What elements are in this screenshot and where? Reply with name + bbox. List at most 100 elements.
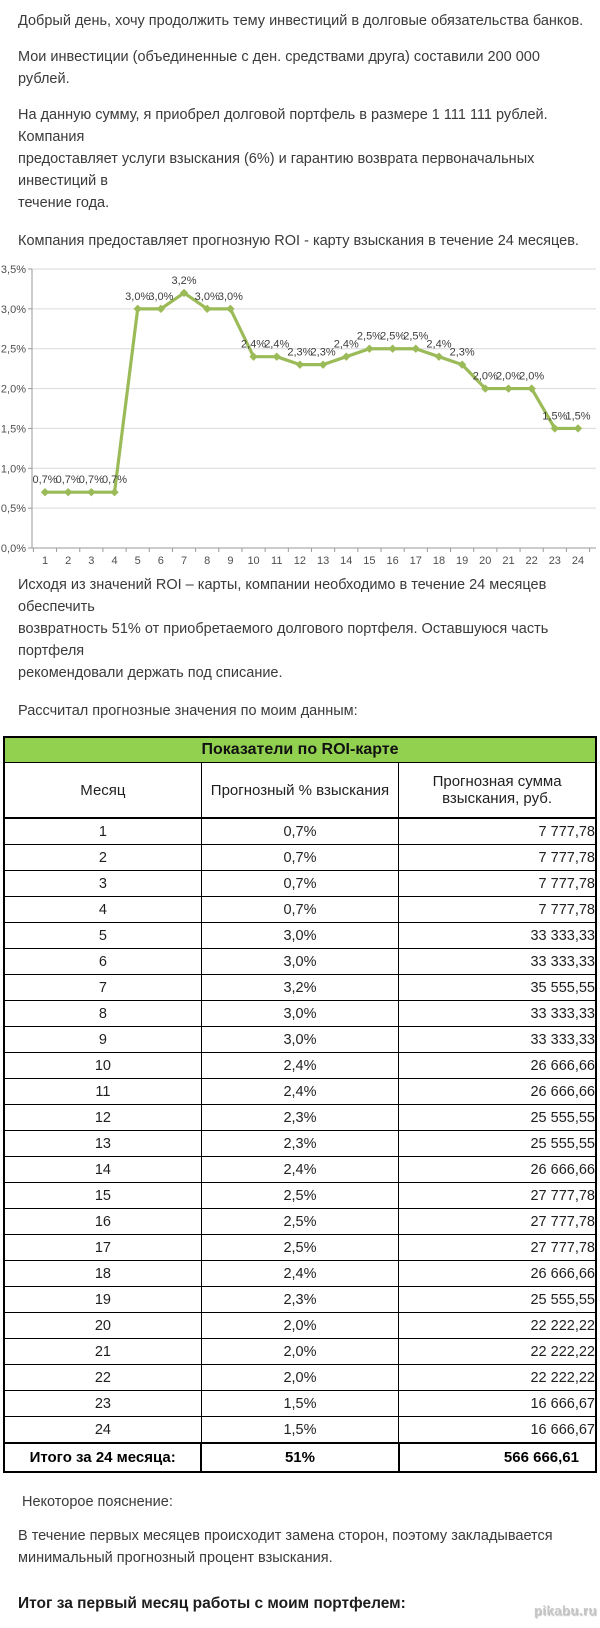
intro-paragraph-1: Добрый день, хочу продолжить тему инвест… (18, 13, 584, 29)
amount-cell: 25 555,55 (398, 1130, 597, 1157)
chart-point (434, 352, 444, 361)
chart-point (272, 352, 281, 361)
amount-cell: 22 222,22 (398, 1338, 597, 1365)
month-cell: 19 (3, 1286, 202, 1313)
amount-cell: 27 777,78 (398, 1208, 597, 1235)
table-row: 18 2,4% 26 666,66 (3, 1260, 597, 1287)
chart-data-label: 3,0% (148, 291, 173, 303)
chart-point (226, 304, 235, 314)
percent-cell: 0,7% (200, 870, 400, 897)
roi-table: Показатели по ROI-карте Месяц Прогнозный… (3, 736, 597, 1473)
percent-cell: 3,2% (200, 974, 400, 1001)
table-row: 12 2,3% 25 555,55 (3, 1104, 597, 1131)
amount-cell: 16 666,67 (398, 1390, 597, 1417)
table-row: 10 2,4% 26 666,66 (3, 1052, 597, 1079)
amount-cell: 16 666,67 (398, 1416, 597, 1444)
percent-cell: 2,3% (200, 1104, 400, 1131)
table-row: 5 3,0% 33 333,33 (3, 922, 597, 949)
amount-cell: 26 666,66 (398, 1156, 597, 1183)
y-tick-label: 2,5% (1, 344, 26, 356)
chart-point (110, 488, 119, 497)
percent-cell: 2,4% (200, 1052, 400, 1079)
x-tick-label: 22 (526, 555, 538, 566)
amount-cell: 26 666,66 (398, 1078, 597, 1105)
x-tick-label: 6 (158, 555, 164, 566)
amount-cell: 25 555,55 (398, 1104, 597, 1131)
chart-point (249, 352, 258, 361)
month-cell: 5 (3, 922, 202, 949)
amount-cell: 7 777,78 (398, 844, 597, 871)
percent-cell: 2,3% (200, 1286, 400, 1313)
pikabu-watermark: pikabu.ru (533, 1603, 597, 1618)
table-row: 17 2,5% 27 777,78 (3, 1234, 597, 1261)
percent-cell: 3,0% (200, 922, 400, 949)
month-cell: 2 (3, 844, 202, 871)
amount-cell: 33 333,33 (398, 948, 597, 975)
total-percent-cell: 51% (200, 1442, 400, 1473)
percent-cell: 0,7% (200, 844, 400, 871)
chart-data-label: 3,0% (195, 291, 220, 303)
percent-cell: 2,0% (200, 1338, 400, 1365)
x-tick-label: 8 (204, 555, 210, 566)
x-tick-label: 12 (294, 555, 306, 566)
chart-point (550, 424, 560, 433)
chart-data-label: 1,5% (542, 410, 567, 422)
percent-cell: 3,0% (200, 1026, 400, 1053)
chart-point (133, 304, 142, 314)
chart-data-label: 0,7% (102, 474, 127, 486)
amount-cell: 35 555,55 (398, 974, 597, 1001)
month-cell: 16 (3, 1208, 202, 1235)
month-cell: 20 (3, 1312, 202, 1339)
table-total-row: Итого за 24 месяца: 51% 566 666,61 (3, 1442, 597, 1473)
percent-cell: 2,4% (200, 1078, 400, 1105)
table-row: 11 2,4% 26 666,66 (3, 1078, 597, 1105)
month-cell: 8 (3, 1000, 202, 1027)
x-tick-label: 18 (433, 555, 445, 566)
intro-paragraph-2: Мои инвестиции (объединенные с ден. сред… (18, 49, 540, 87)
month-cell: 4 (3, 896, 202, 923)
table-row: 8 3,0% 33 333,33 (3, 1000, 597, 1027)
column-header-amount: Прогнозная сумма взыскания, руб. (398, 762, 597, 819)
chart-data-label: 2,4% (334, 339, 359, 351)
amount-cell: 26 666,66 (398, 1052, 597, 1079)
roi-line-chart: 0,0%0,5%1,0%1,5%2,0%2,5%3,0%3,5%1 2 3 4 5 6 7 8… (1, 264, 596, 567)
table-row: 2 0,7% 7 777,78 (3, 844, 597, 871)
y-tick-label: 3,5% (1, 264, 26, 276)
table-row: 20 2,0% 22 222,22 (3, 1312, 597, 1339)
amount-cell: 33 333,33 (398, 922, 597, 949)
chart-point (87, 488, 96, 497)
table-title: Показатели по ROI-карте (3, 736, 597, 763)
table-row: 24 1,5% 16 666,67 (3, 1416, 597, 1444)
chart-point (411, 344, 420, 353)
intro-paragraph-4: Компания предоставляет прогнозную ROI - … (18, 233, 579, 249)
chart-data-label: 2,5% (357, 331, 382, 343)
percent-cell: 2,5% (200, 1182, 400, 1209)
percent-cell: 1,5% (200, 1416, 400, 1444)
table-row: 19 2,3% 25 555,55 (3, 1286, 597, 1313)
percent-cell: 2,3% (200, 1130, 400, 1157)
roi-chart: 0,0% 0,5% 1,0% 1,5% 2,0% 2,5% 3,0% 3,5% 1 2 3 4 5 6 7 8… (0, 258, 600, 567)
x-tick-label: 24 (572, 555, 584, 566)
x-tick-label: 10 (247, 555, 259, 566)
chart-data-label: 0,7% (79, 474, 104, 486)
chart-data-label: 0,7% (32, 474, 57, 486)
chart-data-label: 2,4% (426, 339, 451, 351)
total-label-cell: Итого за 24 месяца: (3, 1442, 202, 1473)
x-tick-label: 14 (340, 555, 352, 566)
chart-data-label: 2,3% (311, 347, 336, 359)
y-tick-label: 0,5% (1, 503, 26, 515)
month-cell: 13 (3, 1130, 202, 1157)
x-tick-label: 20 (479, 555, 491, 566)
table-title-row: Показатели по ROI-карте (3, 736, 597, 763)
chart-data-label: 2,5% (380, 331, 405, 343)
chart-point (203, 304, 212, 314)
amount-cell: 22 222,22 (398, 1364, 597, 1391)
y-tick-label: 1,0% (1, 463, 26, 475)
x-tick-label: 23 (549, 555, 561, 566)
chart-data-label: 2,0% (496, 371, 521, 383)
amount-cell: 22 222,22 (398, 1312, 597, 1339)
chart-point (179, 288, 189, 298)
chart-point (573, 424, 583, 433)
chart-point (388, 344, 397, 353)
x-tick-label: 1 (42, 555, 48, 566)
